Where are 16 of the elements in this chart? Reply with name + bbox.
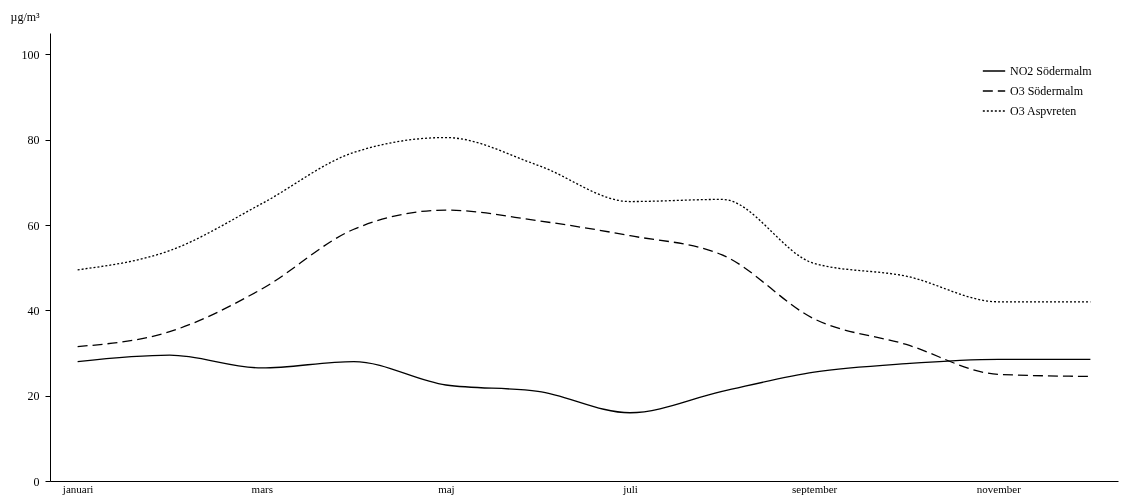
- x-tick-label: mars: [251, 482, 273, 495]
- legend-label: O3 Aspvreten: [1010, 104, 1077, 118]
- y-tick-label: 60: [27, 218, 40, 233]
- x-tick-label: november: [976, 482, 1022, 495]
- legend-label: NO2 Södermalm: [1010, 64, 1093, 78]
- y-tick-label: 40: [27, 303, 40, 318]
- y-axis-title: µg/m³: [10, 9, 41, 24]
- y-tick-label: 0: [33, 474, 40, 489]
- legend-label: O3 Södermalm: [1010, 84, 1084, 98]
- y-tick-label: 100: [21, 47, 40, 62]
- y-tick-label: 20: [27, 389, 40, 404]
- y-tick-label: 80: [27, 133, 40, 148]
- x-tick-label: juli: [622, 482, 638, 495]
- x-tick-label: januari: [61, 482, 94, 495]
- x-tick-label: september: [792, 482, 838, 495]
- x-tick-label: maj: [438, 482, 455, 495]
